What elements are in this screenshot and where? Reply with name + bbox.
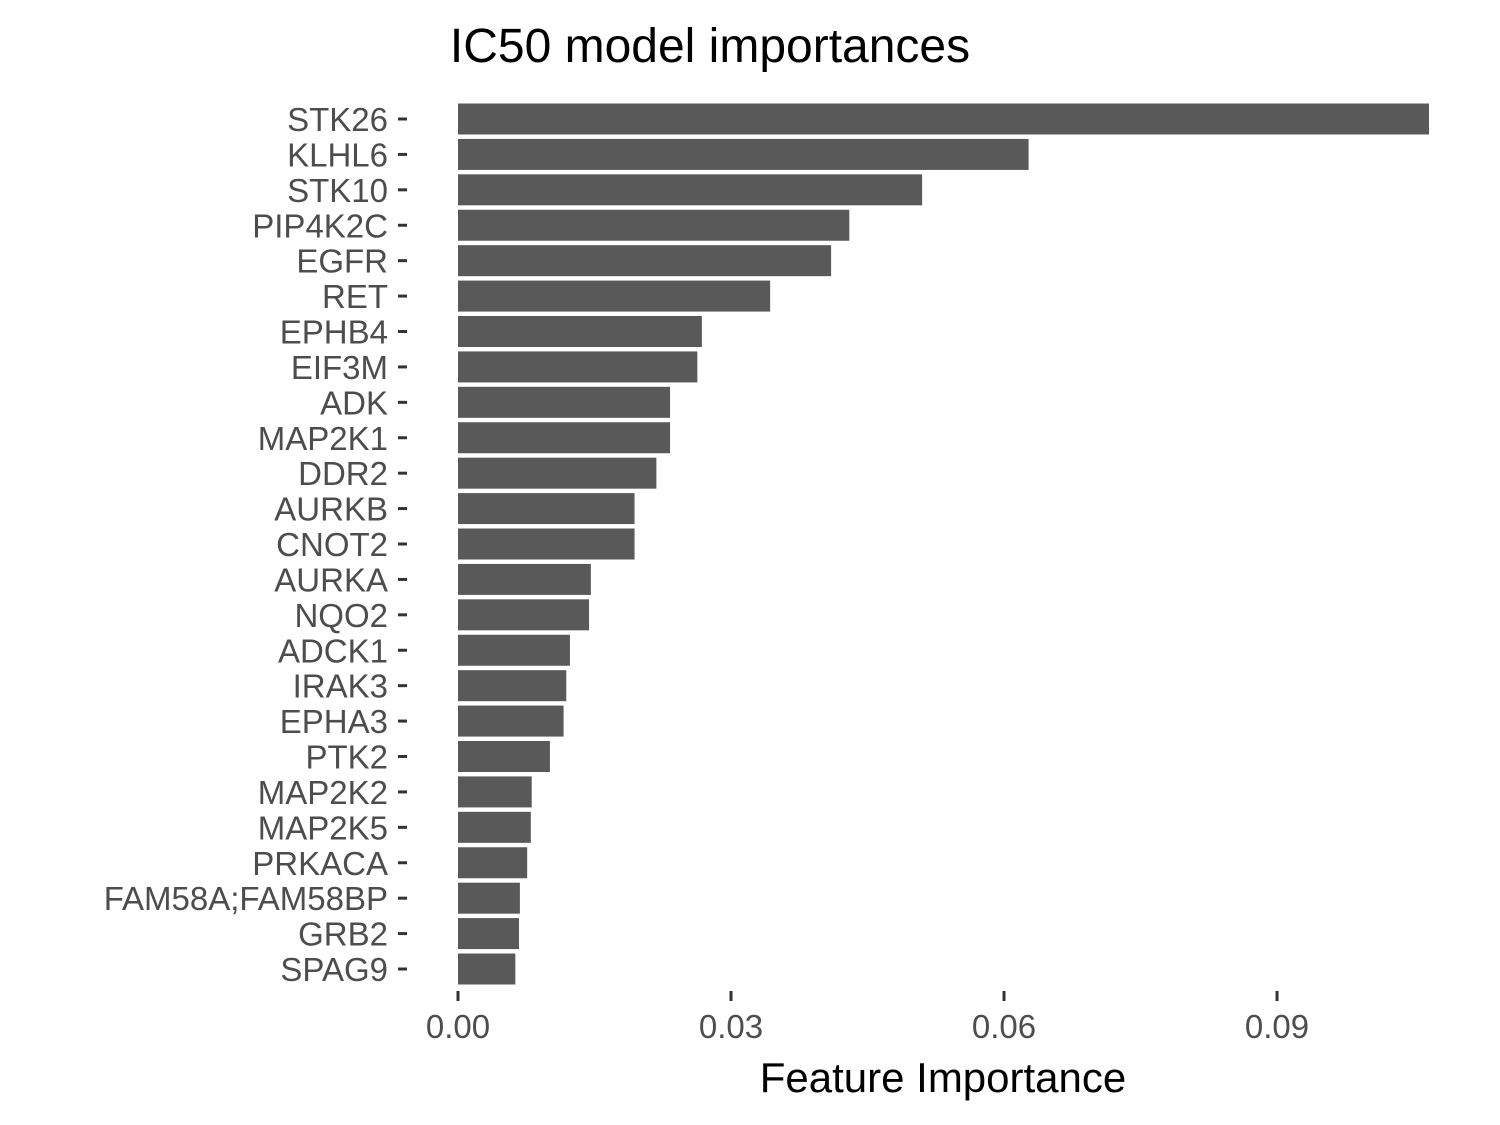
bar-spag9 bbox=[458, 953, 516, 985]
y-tick-label: PIP4K2C bbox=[252, 207, 388, 244]
bar-cnot2 bbox=[458, 528, 635, 560]
y-tick-label: GRB2 bbox=[298, 916, 388, 953]
bar-adk bbox=[458, 386, 671, 418]
y-tick-label: KLHL6 bbox=[287, 136, 388, 173]
y-axis: STK26KLHL6STK10PIP4K2CEGFRRETEPHB4EIF3MA… bbox=[104, 101, 407, 988]
x-tick-label: 0.00 bbox=[426, 1008, 490, 1045]
x-axis: 0.00 0.03 0.06 0.09 bbox=[426, 991, 1309, 1045]
bar-eif3m bbox=[458, 351, 698, 383]
y-tick-label: AURKA bbox=[274, 561, 388, 598]
y-tick-label: CNOT2 bbox=[276, 526, 388, 563]
y-tick-label: FAM58A;FAM58BP bbox=[104, 880, 388, 917]
x-axis-title: Feature Importance bbox=[760, 1054, 1127, 1101]
bar-stk26 bbox=[458, 103, 1429, 135]
y-tick-label: ADK bbox=[320, 384, 388, 421]
bar-map2k1 bbox=[458, 422, 671, 454]
y-tick-label: EIF3M bbox=[291, 349, 388, 386]
bar-map2k5 bbox=[458, 811, 531, 843]
y-tick-label: NQO2 bbox=[294, 597, 388, 634]
y-tick-label: ADCK1 bbox=[278, 632, 388, 669]
y-tick-label: PTK2 bbox=[305, 739, 388, 776]
y-tick-label: EPHB4 bbox=[280, 314, 388, 351]
bar-ret bbox=[458, 280, 771, 312]
bar-aurka bbox=[458, 563, 591, 595]
y-tick-label: RET bbox=[322, 278, 388, 315]
bar-ephb4 bbox=[458, 316, 702, 347]
x-tick-label: 0.03 bbox=[699, 1008, 763, 1045]
bar-adck1 bbox=[458, 634, 570, 666]
bar-irak3 bbox=[458, 670, 567, 702]
bar-map2k2 bbox=[458, 776, 532, 808]
y-tick-label: STK26 bbox=[287, 101, 388, 138]
bar-klhl6 bbox=[458, 138, 1029, 170]
bar-nqo2 bbox=[458, 599, 590, 631]
y-tick-label: IRAK3 bbox=[293, 668, 388, 705]
y-tick-label: MAP2K5 bbox=[258, 809, 388, 846]
bar-aurkb bbox=[458, 493, 635, 525]
bar-prkaca bbox=[458, 847, 528, 879]
y-tick-label: STK10 bbox=[287, 172, 388, 209]
y-tick-label: EGFR bbox=[296, 243, 388, 280]
bar-ddr2 bbox=[458, 457, 657, 489]
bar-epha3 bbox=[458, 705, 564, 737]
bar-ptk2 bbox=[458, 741, 550, 772]
x-tick-label: 0.09 bbox=[1245, 1008, 1309, 1045]
bar-pip4k2c bbox=[458, 209, 850, 241]
y-tick-label: EPHA3 bbox=[280, 703, 388, 740]
y-tick-label: SPAG9 bbox=[280, 951, 388, 988]
x-tick-label: 0.06 bbox=[972, 1008, 1036, 1045]
bar-grb2 bbox=[458, 918, 519, 950]
y-tick-label: PRKACA bbox=[252, 845, 388, 882]
bar-stk10 bbox=[458, 174, 923, 206]
y-tick-label: MAP2K2 bbox=[258, 774, 388, 811]
y-tick-label: DDR2 bbox=[298, 455, 388, 492]
bar-fam58a-fam58bp bbox=[458, 882, 520, 914]
y-tick-label: AURKB bbox=[274, 491, 388, 528]
chart-title: IC50 model importances bbox=[450, 20, 970, 73]
y-tick-label: MAP2K1 bbox=[258, 420, 388, 457]
bars-layer bbox=[458, 103, 1429, 985]
bar-egfr bbox=[458, 245, 832, 277]
